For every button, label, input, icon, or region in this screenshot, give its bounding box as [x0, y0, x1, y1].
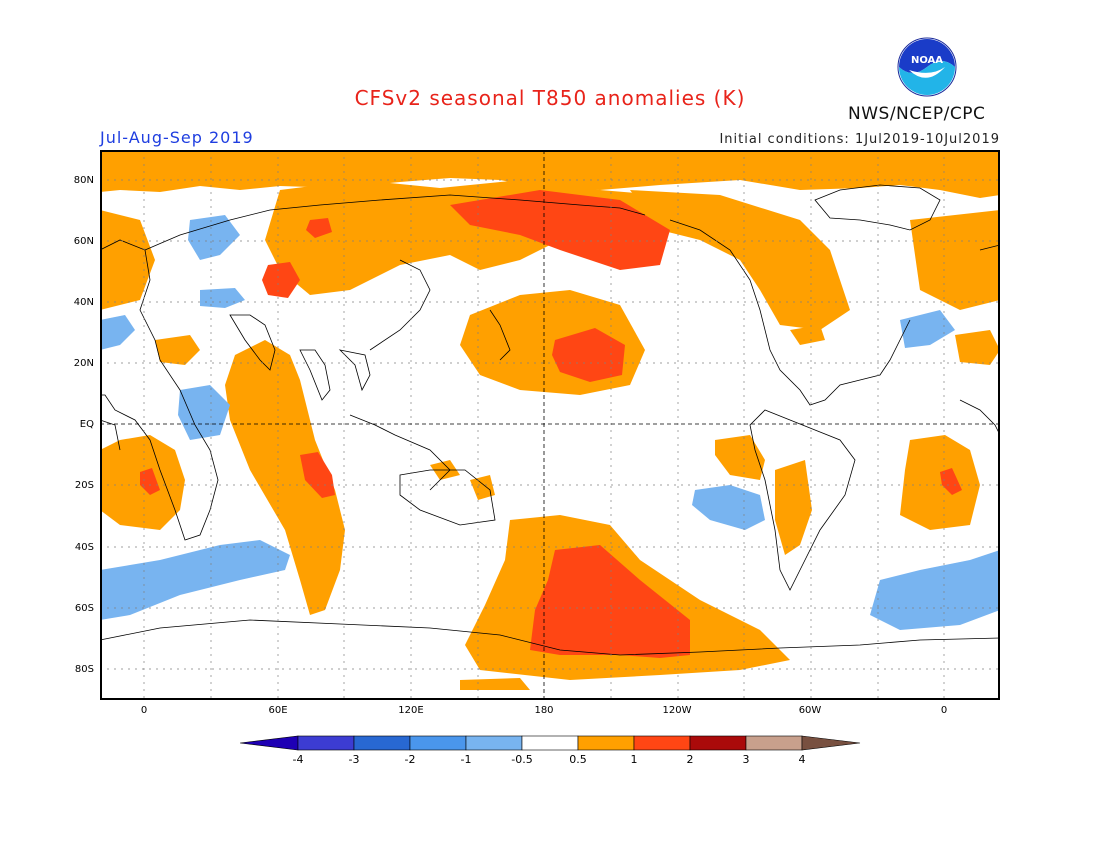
lat-label-20n: 20N [73, 358, 94, 369]
lon-label-60w: 60W [798, 705, 822, 716]
colorbar-arrow-low [240, 735, 299, 751]
lon-label-0-east: 0 [940, 705, 948, 716]
noaa-logo-text: NOAA [911, 55, 943, 66]
grid-lines [100, 150, 1000, 700]
colorbar-tick-label: -3 [349, 753, 360, 766]
map-border [100, 150, 1000, 700]
colorbar-tick-label: 1 [631, 753, 638, 766]
colorbar-tick-label: 2 [687, 753, 694, 766]
negative-anomaly-regions [100, 215, 1000, 630]
lat-label-40n: 40N [73, 297, 94, 308]
lon-label-60e: 60E [268, 705, 288, 716]
colorbar-tick-label: 4 [799, 753, 806, 766]
colorbar-tick-label: -2 [405, 753, 416, 766]
colorbar-arrow-high [801, 735, 861, 751]
colorbar-tick-label: 0.5 [569, 753, 587, 766]
colorbar-box [409, 735, 467, 751]
noaa-logo: NOAA [897, 37, 957, 97]
colorbar-tick-label: 3 [743, 753, 750, 766]
lat-label-40s: 40S [74, 542, 94, 553]
reference-lines [100, 150, 1000, 700]
color-scale-legend: -4 -3 -2 -1 -0.5 0.5 1 2 3 4 [240, 735, 861, 766]
lon-label-120e: 120E [398, 705, 424, 716]
colorbar-box [633, 735, 691, 751]
map-title: CFSv2 seasonal T850 anomalies (K) [354, 86, 746, 110]
lat-label-20s: 20S [74, 480, 94, 491]
lon-label-0-west: 0 [140, 705, 148, 716]
colorbar-tick-label: -0.5 [511, 753, 532, 766]
strong-positive-anomaly-regions [140, 190, 962, 658]
lat-label-60s: 60S [74, 603, 94, 614]
initial-conditions-label: Initial conditions: 1Jul2019-10Jul2019 [719, 132, 1000, 147]
colorbar-box [353, 735, 411, 751]
anomaly-map [100, 150, 1000, 700]
organization-label: NWS/NCEP/CPC [848, 104, 986, 124]
colorbar-box [745, 735, 803, 751]
colorbar-tick-label: -4 [293, 753, 304, 766]
colorbar-tick-label: -1 [461, 753, 472, 766]
lat-label-60n: 60N [73, 236, 94, 247]
lon-label-120w: 120W [662, 705, 692, 716]
colorbar-box [689, 735, 747, 751]
lat-label-80s: 80S [74, 664, 94, 675]
lat-label-eq: EQ [79, 419, 94, 430]
lat-label-80n: 80N [73, 175, 94, 186]
season-label: Jul-Aug-Sep 2019 [100, 128, 254, 147]
colorbar-box [577, 735, 635, 751]
colorbar-box [521, 735, 579, 751]
lon-label-180: 180 [534, 705, 554, 716]
coastlines [100, 184, 1000, 656]
colorbar-box [297, 735, 355, 751]
colorbar-box [465, 735, 523, 751]
